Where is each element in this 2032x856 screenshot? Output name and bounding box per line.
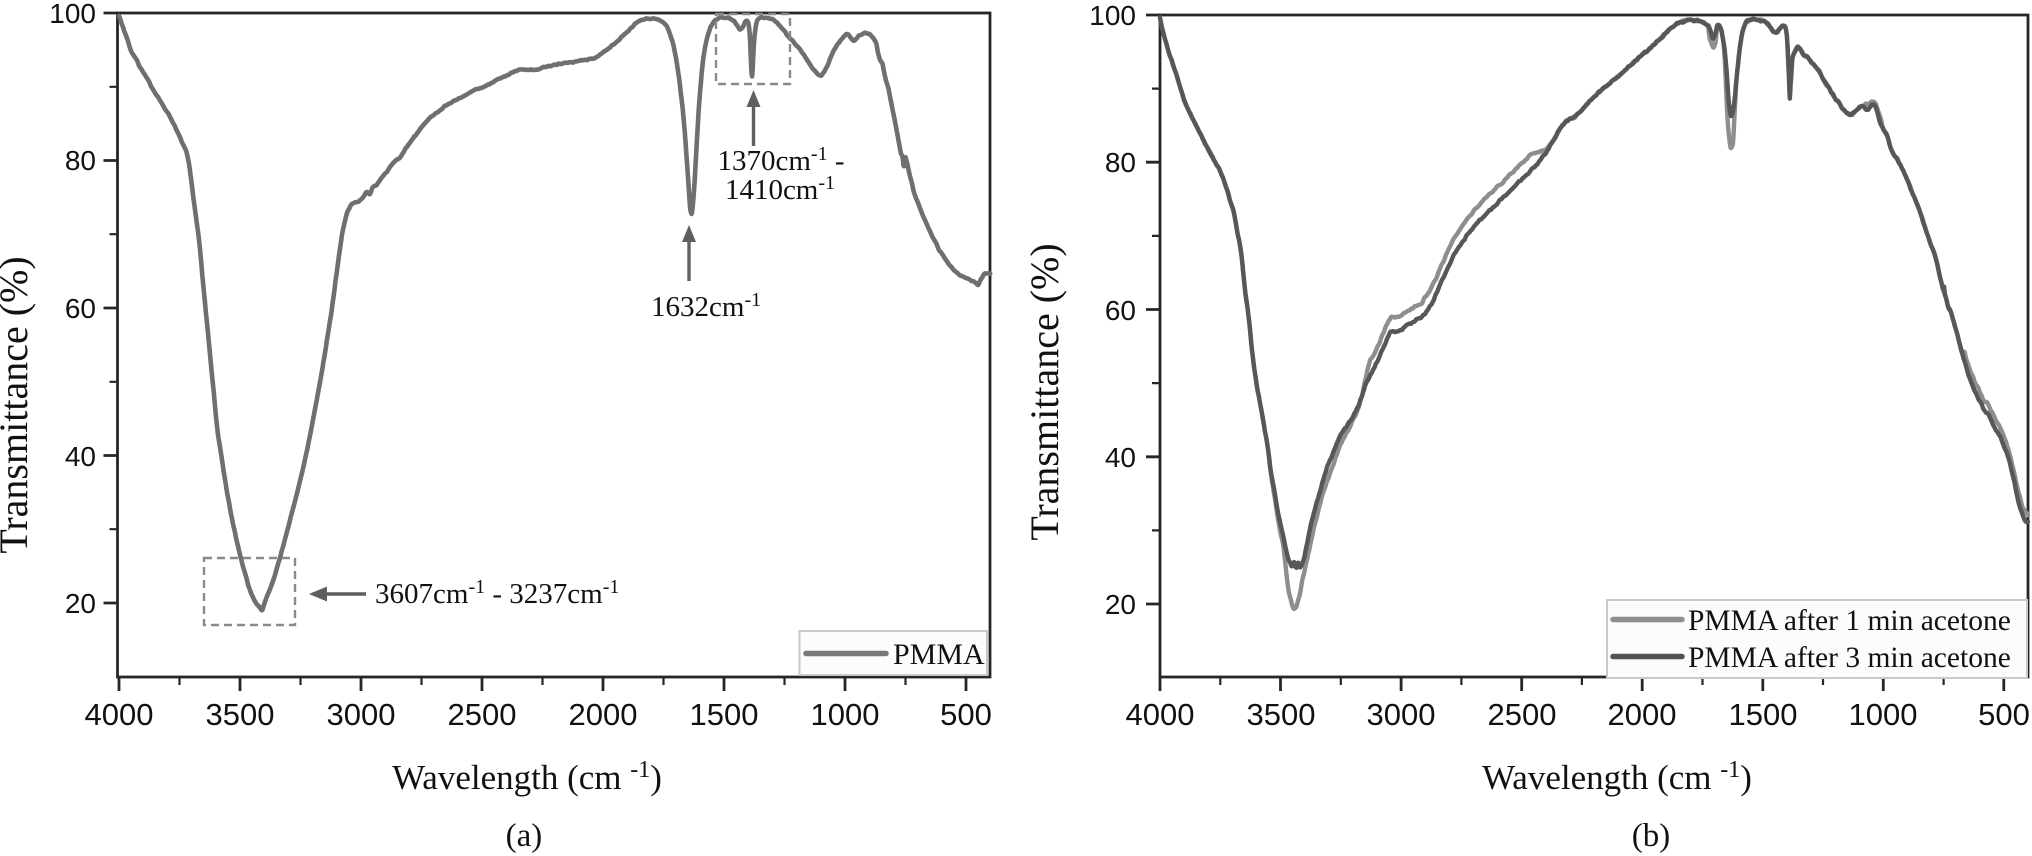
svg-text:80: 80 — [65, 145, 96, 176]
svg-text:3000: 3000 — [327, 697, 396, 732]
svg-text:40: 40 — [65, 441, 96, 472]
svg-text:1632cm-1: 1632cm-1 — [651, 289, 761, 323]
svg-text:2000: 2000 — [1608, 697, 1677, 732]
svg-text:3500: 3500 — [1247, 697, 1316, 732]
svg-text:20: 20 — [1105, 589, 1136, 620]
svg-text:500: 500 — [940, 697, 992, 732]
svg-text:100: 100 — [1089, 0, 1136, 31]
svg-text:4000: 4000 — [85, 697, 154, 732]
svg-text:1500: 1500 — [690, 697, 759, 732]
svg-text:80: 80 — [1105, 147, 1136, 178]
svg-text:1000: 1000 — [1849, 697, 1918, 732]
svg-text:60: 60 — [65, 293, 96, 324]
svg-text:60: 60 — [1105, 295, 1136, 326]
svg-text:(b): (b) — [1632, 818, 1670, 854]
svg-text:3607cm-1 - 3237cm-1: 3607cm-1 - 3237cm-1 — [375, 576, 619, 610]
svg-text:3000: 3000 — [1367, 697, 1436, 732]
svg-text:3500: 3500 — [206, 697, 275, 732]
svg-text:PMMA after 3 min acetone: PMMA after 3 min acetone — [1688, 642, 2011, 674]
svg-text:40: 40 — [1105, 442, 1136, 473]
svg-text:Wavelength (cm -1): Wavelength (cm -1) — [392, 757, 662, 797]
svg-text:PMMA after 1 min acetone: PMMA after 1 min acetone — [1688, 605, 2011, 637]
svg-text:Transmittance (%): Transmittance (%) — [0, 256, 36, 553]
svg-text:1000: 1000 — [811, 697, 880, 732]
svg-text:(a): (a) — [506, 818, 543, 854]
svg-text:Wavelength (cm -1): Wavelength (cm -1) — [1482, 757, 1752, 797]
svg-text:PMMA: PMMA — [893, 638, 985, 671]
svg-text:2000: 2000 — [569, 697, 638, 732]
svg-text:500: 500 — [1978, 697, 2030, 732]
svg-text:4000: 4000 — [1126, 697, 1195, 732]
svg-text:Transmittance (%): Transmittance (%) — [1022, 243, 1067, 540]
svg-text:100: 100 — [49, 0, 96, 29]
svg-text:2500: 2500 — [1488, 697, 1557, 732]
svg-text:20: 20 — [65, 588, 96, 619]
svg-text:1500: 1500 — [1729, 697, 1798, 732]
svg-text:1410cm-1: 1410cm-1 — [725, 172, 835, 206]
svg-text:2500: 2500 — [448, 697, 517, 732]
